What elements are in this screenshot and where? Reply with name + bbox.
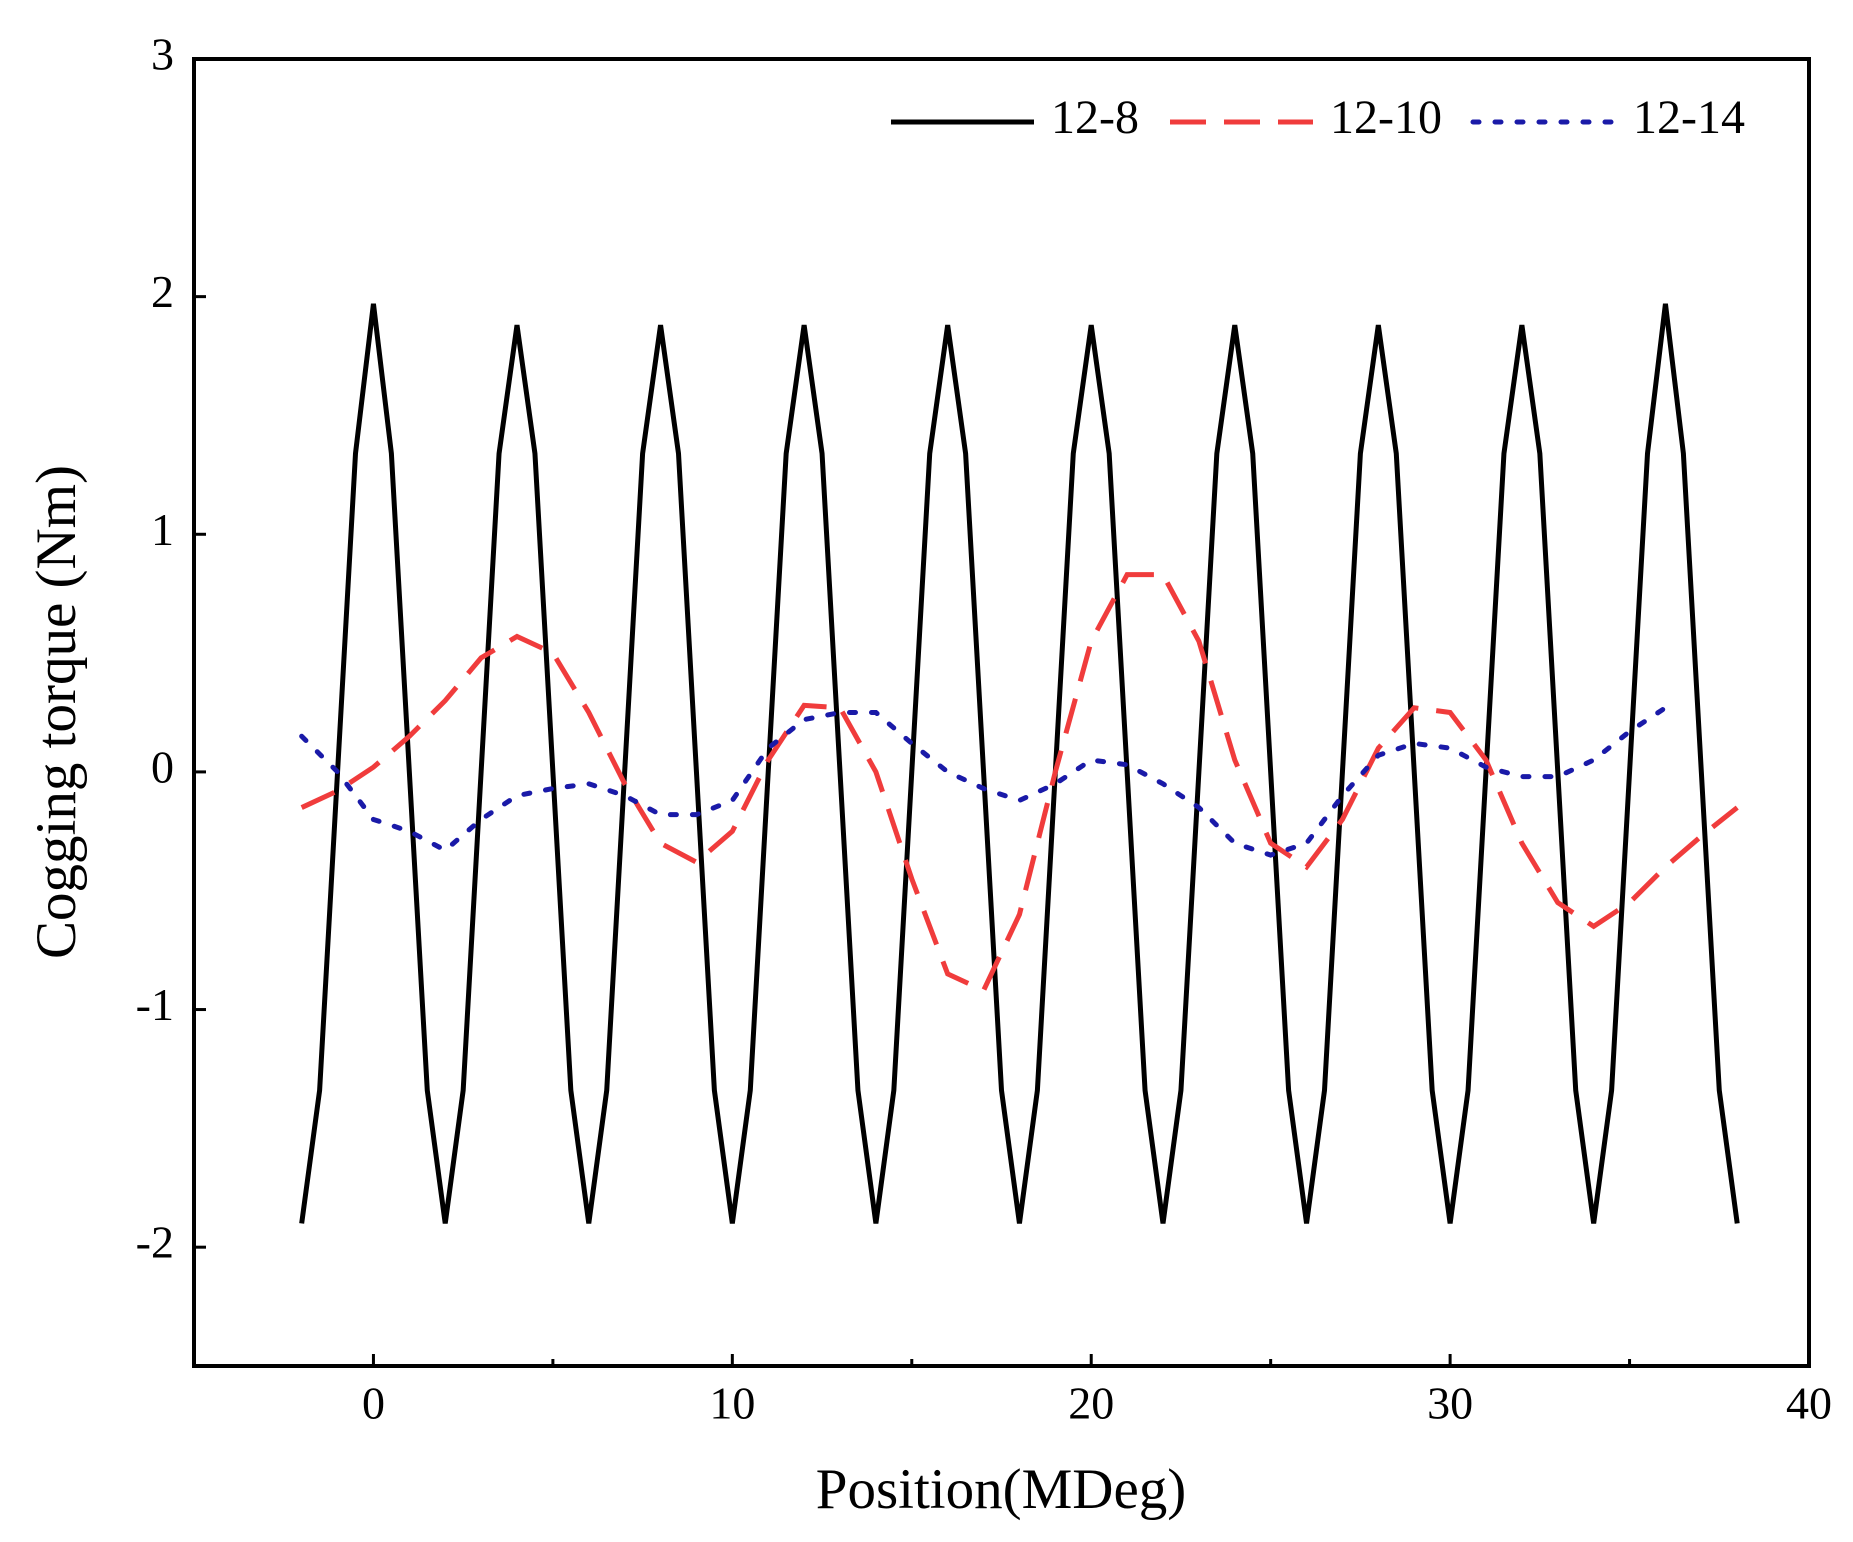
x-axis-label: Position(MDeg): [816, 1458, 1187, 1521]
x-tick-label: 30: [1427, 1378, 1473, 1429]
series-line: [299, 705, 1668, 858]
legend-label: 12-14: [1633, 91, 1745, 144]
x-tick-label: 20: [1068, 1378, 1114, 1429]
series-line: [299, 303, 1740, 1224]
x-tick-label: 0: [362, 1378, 385, 1429]
x-tick-label: 40: [1786, 1378, 1832, 1429]
x-tick-label: 10: [709, 1378, 755, 1429]
legend-label: 12-10: [1330, 91, 1442, 144]
y-tick-label: -2: [136, 1217, 174, 1268]
series-line: [300, 572, 1739, 994]
y-tick-label: 3: [151, 29, 174, 80]
y-tick-label: 2: [151, 266, 174, 317]
plot-frame: [192, 57, 1811, 1368]
y-tick-label: -1: [136, 979, 174, 1030]
y-tick-label: 1: [151, 504, 174, 555]
y-axis-label: Cogging torque (Nm): [25, 465, 88, 959]
y-tick-label: 0: [151, 741, 174, 792]
legend-label: 12-8: [1051, 91, 1139, 144]
